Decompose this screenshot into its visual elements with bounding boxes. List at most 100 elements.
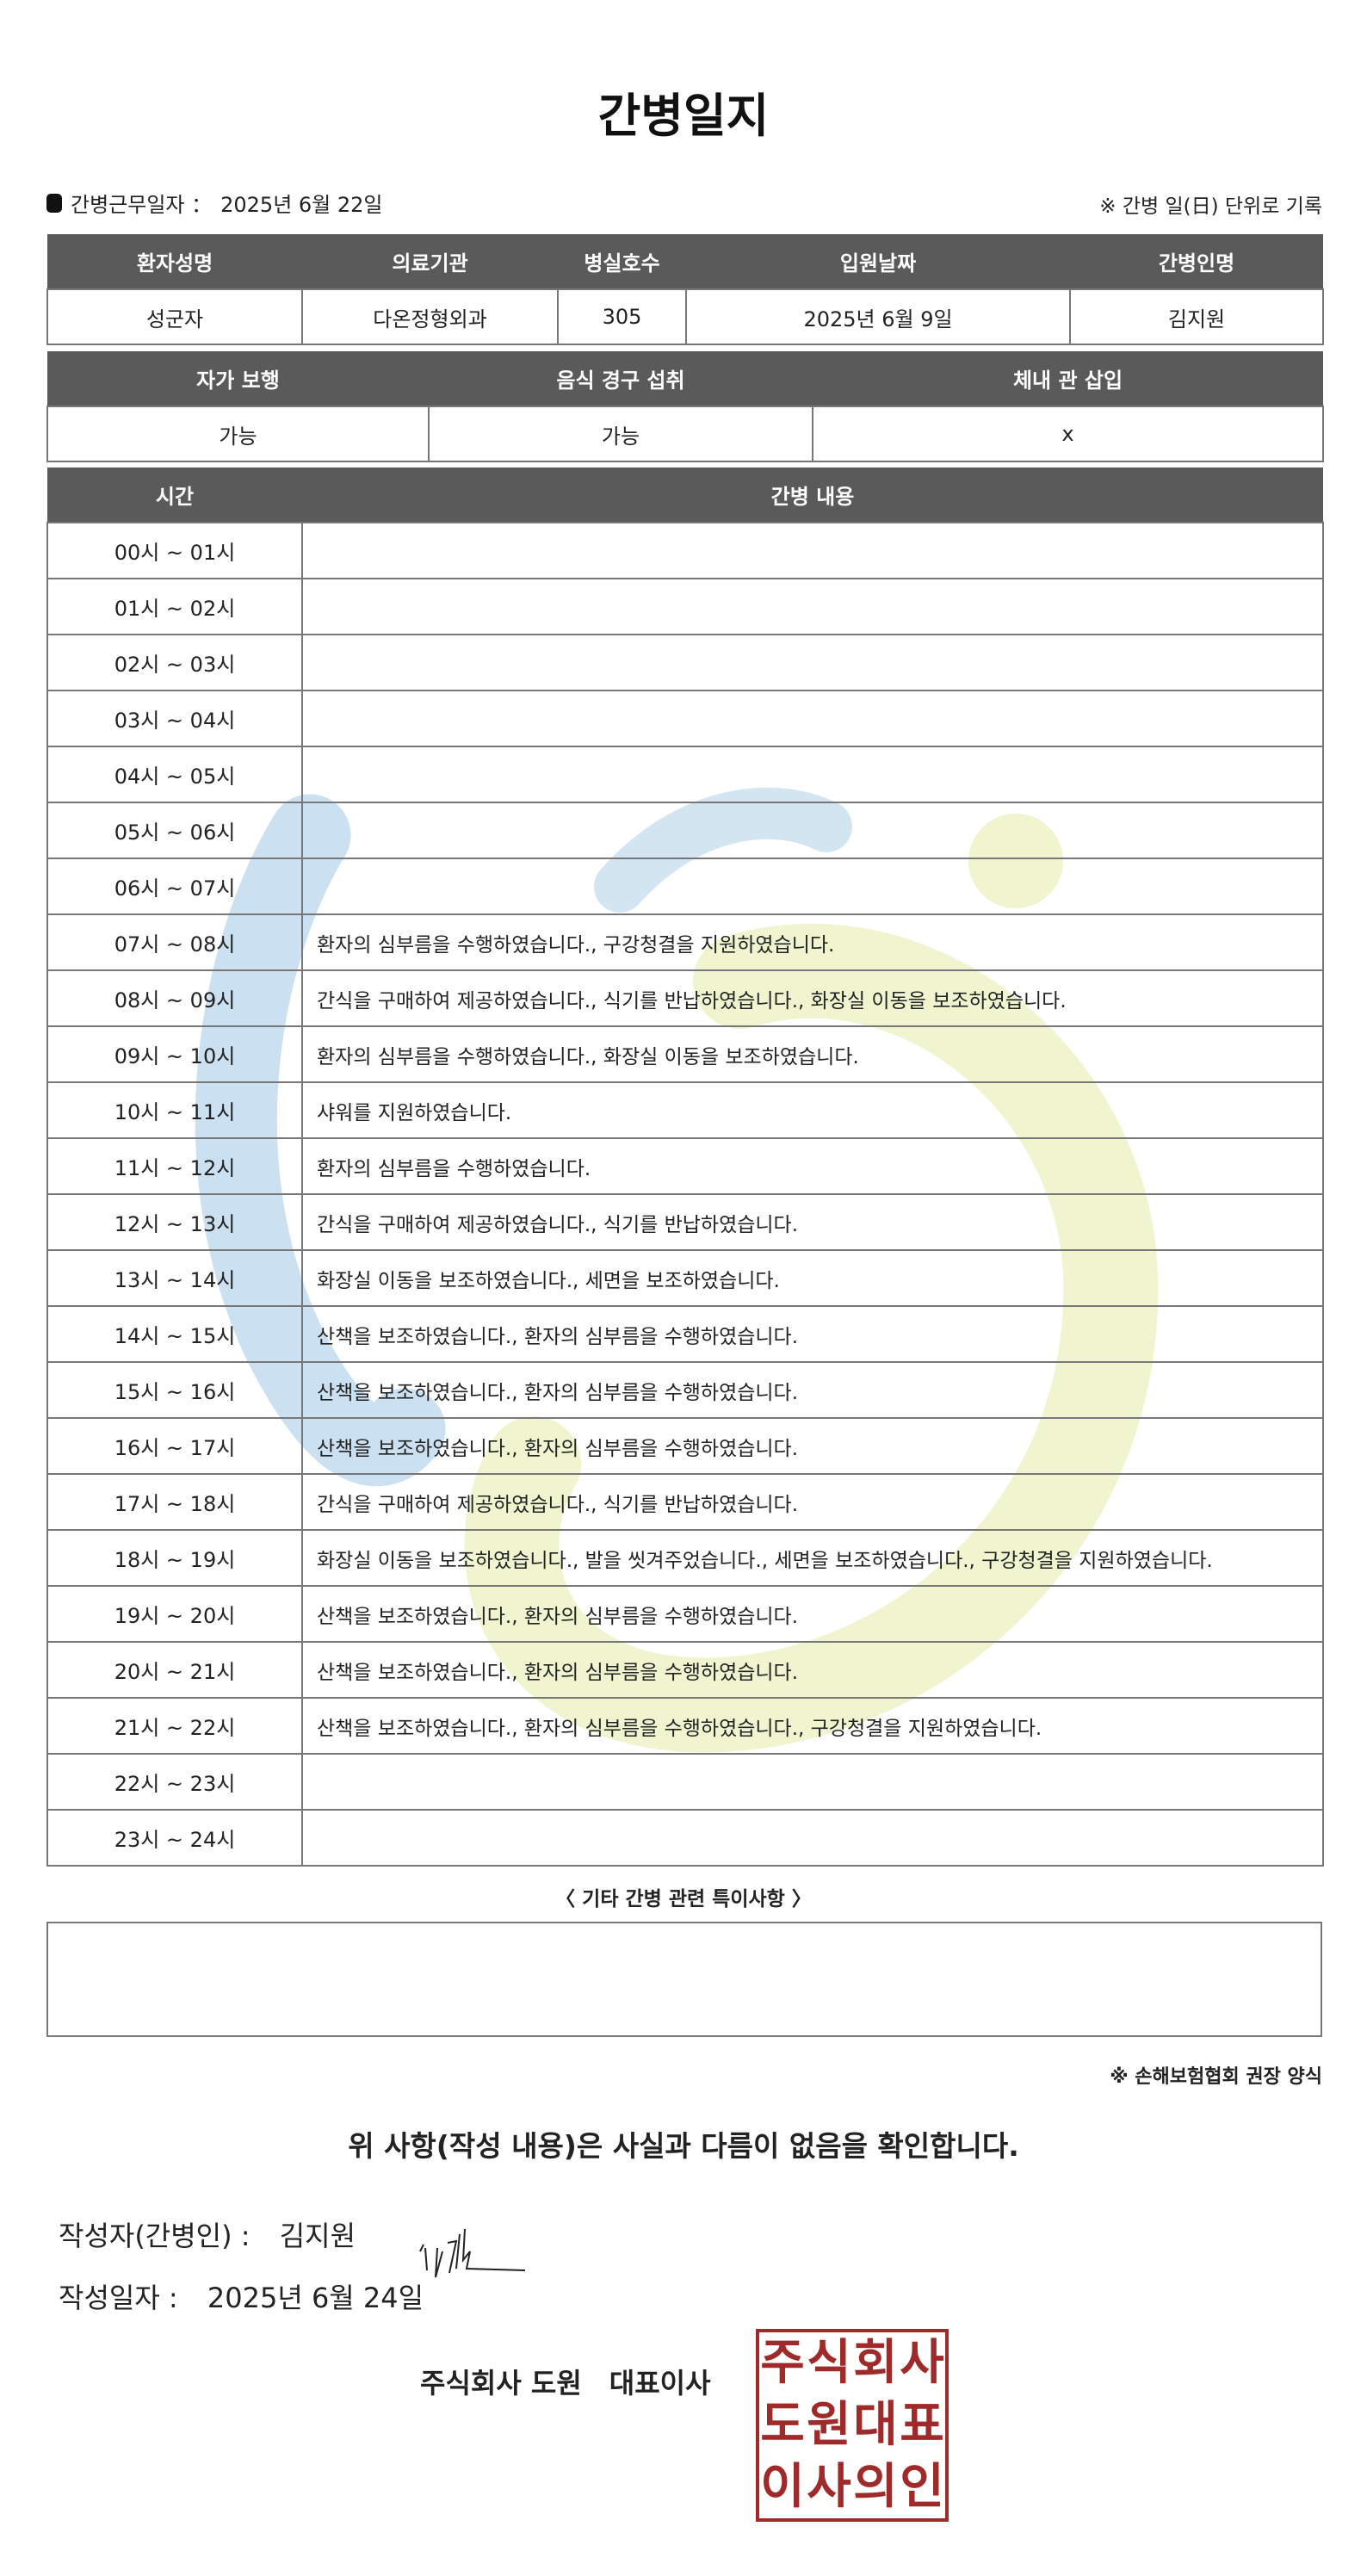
table-row: 13시 ~ 14시 화장실 이동을 보조하였습니다., 세면을 보조하였습니다.	[46, 1249, 1324, 1307]
time-cell: 14시 ~ 15시	[46, 1305, 303, 1363]
time-cell: 00시 ~ 01시	[46, 522, 303, 579]
patient-info-table: 환자성명 의료기관 병실호수 입원날짜 간병인명 성군자 다온정형외과 305 …	[46, 234, 1324, 345]
care-content-cell	[301, 1753, 1324, 1811]
care-content-cell: 산책을 보조하였습니다., 환자의 심부름을 수행하였습니다., 구강청결을 지…	[301, 1697, 1324, 1755]
confirmation-statement: 위 사항(작성 내용)은 사실과 다름이 없음을 확인합니다.	[348, 2129, 1019, 2163]
time-cell: 20시 ~ 21시	[46, 1641, 303, 1699]
table-row: 23시 ~ 24시	[46, 1809, 1324, 1867]
time-cell: 18시 ~ 19시	[46, 1529, 303, 1587]
care-content-cell: 산책을 보조하였습니다., 환자의 심부름을 수행하였습니다.	[301, 1585, 1324, 1643]
seal-character: 대	[853, 2397, 898, 2453]
work-date-label: 간병근무일자 ：	[71, 193, 213, 217]
table-row: 06시 ~ 07시	[46, 858, 1324, 915]
time-cell: 22시 ~ 23시	[46, 1753, 303, 1811]
table-row: 05시 ~ 06시	[46, 802, 1324, 859]
care-content-cell: 산책을 보조하였습니다., 환자의 심부름을 수행하였습니다.	[301, 1417, 1324, 1475]
seal-character: 사	[807, 2459, 851, 2515]
table-row: 15시 ~ 16시 산책을 보조하였습니다., 환자의 심부름을 수행하였습니다.	[46, 1361, 1324, 1419]
time-cell: 19시 ~ 20시	[46, 1585, 303, 1643]
notes-label: 〈 기타 간병 관련 특이사항 〉	[555, 1888, 812, 1910]
seal-character: 회	[853, 2335, 898, 2391]
time-cell: 05시 ~ 06시	[46, 802, 303, 859]
oral-intake-value: 가능	[428, 406, 813, 462]
care-content-cell	[301, 858, 1324, 915]
table-row: 03시 ~ 04시	[46, 690, 1324, 747]
table-row: 22시 ~ 23시	[46, 1753, 1324, 1811]
writer-line: 작성자(간병인) : 김지원	[59, 2214, 356, 2254]
time-cell: 13시 ~ 14시	[46, 1249, 303, 1307]
care-content-cell: 환자의 심부름을 수행하였습니다., 화장실 이동을 보조하였습니다.	[301, 1025, 1324, 1083]
header-admission-date: 입원날짜	[686, 234, 1070, 289]
caregiver-name: 김지원	[1069, 288, 1324, 345]
table-row: 01시 ~ 02시	[46, 578, 1324, 635]
header-caregiver: 간병인명	[1070, 234, 1323, 289]
care-content-cell: 샤워를 지원하였습니다.	[301, 1081, 1324, 1139]
time-cell: 17시 ~ 18시	[46, 1473, 303, 1531]
time-cell: 09시 ~ 10시	[46, 1025, 303, 1083]
header-patient-name: 환자성명	[47, 234, 302, 289]
time-cell: 16시 ~ 17시	[46, 1417, 303, 1475]
seal-character: 주	[760, 2335, 805, 2391]
table-row: 19시 ~ 20시 산책을 보조하였습니다., 환자의 심부름을 수행하였습니다.	[46, 1585, 1324, 1643]
care-content-cell	[301, 522, 1324, 579]
time-cell: 21시 ~ 22시	[46, 1697, 303, 1755]
table-row: 04시 ~ 05시	[46, 746, 1324, 803]
care-content-cell: 화장실 이동을 보조하였습니다., 발을 씻겨주었습니다., 세면을 보조하였습…	[301, 1529, 1324, 1587]
care-content-cell	[301, 1809, 1324, 1867]
header-tube: 체내 관 삽입	[813, 351, 1323, 406]
time-cell: 07시 ~ 08시	[46, 913, 303, 971]
time-cell: 10시 ~ 11시	[46, 1081, 303, 1139]
time-cell: 01시 ~ 02시	[46, 578, 303, 635]
room-number: 305	[557, 288, 687, 345]
care-content-cell: 환자의 심부름을 수행하였습니다.	[301, 1137, 1324, 1195]
time-cell: 06시 ~ 07시	[46, 858, 303, 915]
care-content-cell: 간식을 구매하여 제공하였습니다., 식기를 반납하였습니다., 화장실 이동을…	[301, 969, 1324, 1027]
table-row: 20시 ~ 21시 산책을 보조하였습니다., 환자의 심부름을 수행하였습니다.	[46, 1641, 1324, 1699]
care-content-cell: 환자의 심부름을 수행하였습니다., 구강청결을 지원하였습니다.	[301, 913, 1324, 971]
seal-character: 인	[900, 2459, 944, 2515]
admission-date: 2025년 6월 9일	[685, 288, 1071, 345]
care-content-cell: 간식을 구매하여 제공하였습니다., 식기를 반납하였습니다.	[301, 1473, 1324, 1531]
header-walking: 자가 보행	[47, 351, 429, 406]
table-row: 16시 ~ 17시 산책을 보조하였습니다., 환자의 심부름을 수행하였습니다.	[46, 1417, 1324, 1475]
care-content-cell	[301, 746, 1324, 803]
care-log-table: 시간 간병 내용 00시 ~ 01시 01시 ~ 02시 02시 ~ 03시 03시 …	[46, 468, 1324, 1867]
signature	[419, 2228, 526, 2278]
seal-character: 의	[853, 2459, 898, 2515]
time-cell: 08시 ~ 09시	[46, 969, 303, 1027]
company-name: 주식회사 도원 대표이사	[420, 2367, 711, 2400]
time-cell: 02시 ~ 03시	[46, 634, 303, 691]
time-cell: 15시 ~ 16시	[46, 1361, 303, 1419]
care-content-cell	[301, 690, 1324, 747]
table-row: 08시 ~ 09시 간식을 구매하여 제공하였습니다., 식기를 반납하였습니다.…	[46, 969, 1324, 1027]
patient-name: 성군자	[46, 288, 303, 345]
header-time: 시간	[47, 468, 302, 523]
care-content-cell: 산책을 보조하였습니다., 환자의 심부름을 수행하였습니다.	[301, 1305, 1324, 1363]
table-row: 02시 ~ 03시	[46, 634, 1324, 691]
association-note: ※ 손해보험협회 권장 양식	[1110, 2066, 1322, 2088]
written-date: 작성일자 : 2025년 6월 24일	[59, 2276, 424, 2316]
table-row: 14시 ~ 15시 산책을 보조하였습니다., 환자의 심부름을 수행하였습니다.	[46, 1305, 1324, 1363]
seal-character: 원	[807, 2397, 851, 2453]
seal-character: 사	[900, 2335, 944, 2391]
bullet-icon	[46, 193, 62, 213]
seal-character: 도	[760, 2397, 805, 2453]
time-cell: 12시 ~ 13시	[46, 1193, 303, 1251]
work-date: 간병근무일자 ： 2025년 6월 22일	[46, 188, 383, 218]
care-content-cell	[301, 634, 1324, 691]
table-row: 11시 ~ 12시 환자의 심부름을 수행하였습니다.	[46, 1137, 1324, 1195]
header-care-content: 간병 내용	[302, 468, 1323, 523]
work-date-value: 2025년 6월 22일	[220, 193, 383, 217]
hospital: 다온정형외과	[301, 288, 559, 345]
seal-character: 식	[807, 2335, 851, 2391]
patient-status-table: 자가 보행 음식 경구 섭취 체내 관 삽입 가능 가능 x	[46, 351, 1324, 462]
walking-value: 가능	[46, 406, 430, 462]
table-row: 12시 ~ 13시 간식을 구매하여 제공하였습니다., 식기를 반납하였습니다.	[46, 1193, 1324, 1251]
seal-character: 표	[900, 2397, 944, 2453]
table-row: 07시 ~ 08시 환자의 심부름을 수행하였습니다., 구강청결을 지원하였습니…	[46, 913, 1324, 971]
header-room: 병실호수	[558, 234, 686, 289]
header-oral-intake: 음식 경구 섭취	[429, 351, 813, 406]
seal-character: 이	[760, 2459, 805, 2515]
time-cell: 03시 ~ 04시	[46, 690, 303, 747]
time-cell: 04시 ~ 05시	[46, 746, 303, 803]
